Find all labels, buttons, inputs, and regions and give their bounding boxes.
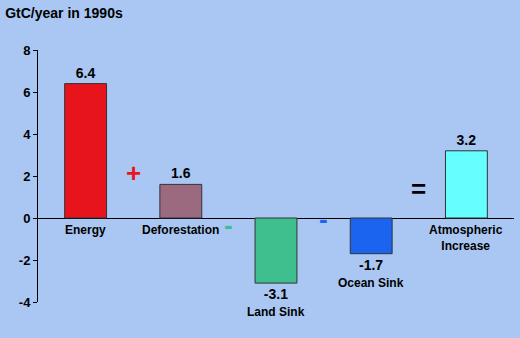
svg-text:Ocean Sink: Ocean Sink <box>338 276 404 290</box>
svg-text:0: 0 <box>23 211 30 226</box>
svg-text:6.4: 6.4 <box>76 65 96 81</box>
svg-text:GtC/year in 1990s: GtC/year in 1990s <box>5 5 123 21</box>
svg-text:Land Sink: Land Sink <box>247 305 305 319</box>
svg-text:-: - <box>224 210 233 240</box>
svg-text:AtmosphericIncrease: AtmosphericIncrease <box>429 223 503 253</box>
svg-text:-2: -2 <box>19 253 31 268</box>
svg-text:=: = <box>411 174 426 204</box>
svg-text:-: - <box>319 204 328 234</box>
svg-text:3.2: 3.2 <box>457 132 477 148</box>
svg-text:2: 2 <box>23 169 30 184</box>
svg-text:Deforestation: Deforestation <box>142 223 219 237</box>
svg-text:+: + <box>126 158 141 188</box>
svg-text:-1.7: -1.7 <box>359 257 383 273</box>
svg-text:8: 8 <box>23 43 30 58</box>
svg-text:6: 6 <box>23 85 30 100</box>
svg-text:-4: -4 <box>19 295 31 310</box>
svg-text:1.6: 1.6 <box>171 165 191 181</box>
svg-text:-3.1: -3.1 <box>264 286 288 302</box>
svg-text:Energy: Energy <box>65 223 106 237</box>
svg-text:4: 4 <box>23 127 31 142</box>
